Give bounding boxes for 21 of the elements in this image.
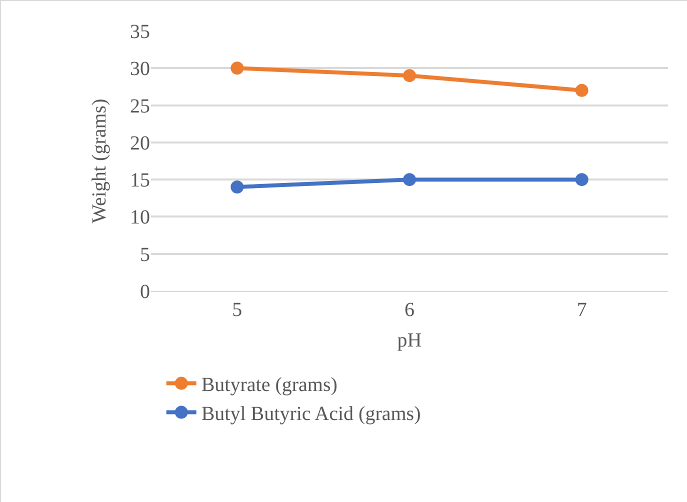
y-tick-label: 15 <box>130 170 150 192</box>
y-tick-label: 10 <box>130 206 150 229</box>
y-tick-label: 35 <box>130 21 150 43</box>
x-tick-label: 5 <box>232 299 242 321</box>
point <box>575 84 588 97</box>
x-tick-label: 6 <box>404 299 414 321</box>
point <box>403 69 416 82</box>
x-tick-label: 7 <box>576 299 587 321</box>
y-tick-label: 5 <box>140 244 150 266</box>
point <box>230 62 244 75</box>
legend-label: Butyrate (grams) <box>201 374 338 396</box>
y-tick-label: 0 <box>140 281 150 303</box>
point <box>403 173 416 186</box>
y-tick-label: 25 <box>130 95 150 118</box>
legend-label: Butyl Butyric Acid (grams) <box>201 403 421 426</box>
y-axis-title: Weight (grams) <box>88 98 110 224</box>
point <box>230 180 244 194</box>
x-axis-title: pH <box>397 330 422 352</box>
point <box>575 173 588 186</box>
y-tick-label: 20 <box>130 132 150 154</box>
y-tick-label: 30 <box>130 58 150 80</box>
